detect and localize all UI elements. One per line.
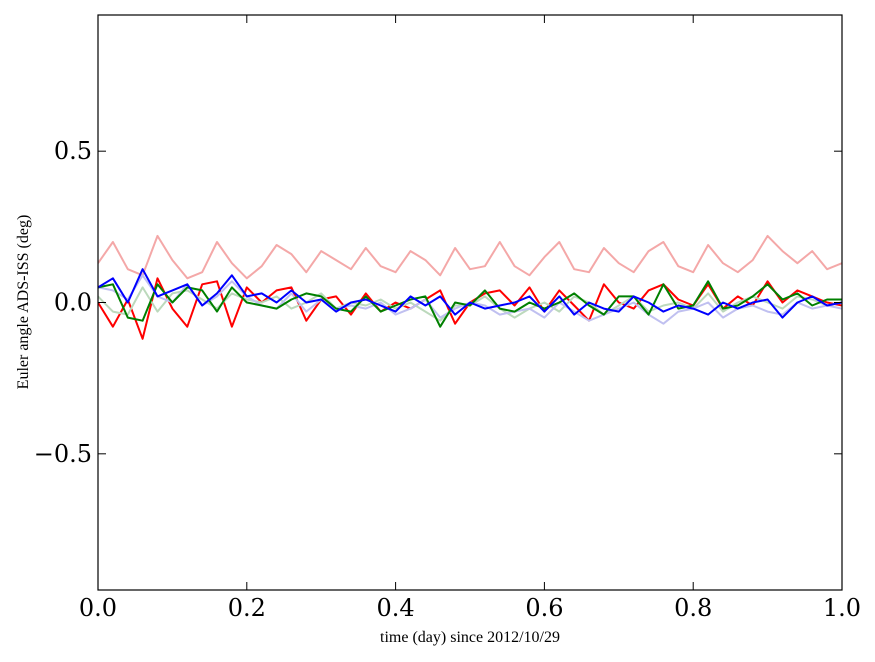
x-tick-label: 0.0 [79,594,117,622]
x-tick-label: 0.4 [377,594,415,622]
y-tick-label: −0.5 [34,440,92,468]
x-tick-label: 0.6 [525,594,563,622]
series-layer [98,234,842,340]
y-axis-label: Euler angle ADS-ISS (deg) [15,215,32,390]
x-tick-label: 0.2 [228,594,266,622]
series-line-6 [98,268,842,319]
tick-layer: 0.0 0.2 0.4 0.6 0.8 1.0 −0.5 0.0 0.5 [34,15,861,622]
series-line-1 [98,234,842,280]
y-tick-label: 0.5 [54,137,92,165]
y-tick-label: 0.0 [54,289,92,317]
series-line-5 [98,280,842,328]
x-tick-label: 1.0 [823,594,861,622]
x-axis-label: time (day) since 2012/10/29 [380,629,560,646]
x-tick-label: 0.8 [674,594,712,622]
